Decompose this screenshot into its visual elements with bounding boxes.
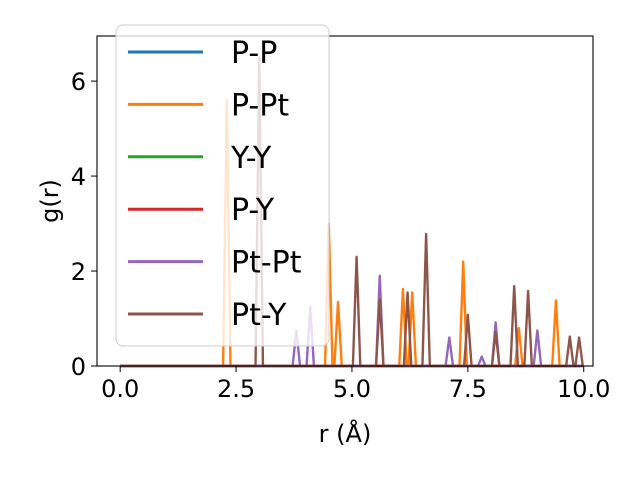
x-tick-label: 10.0	[557, 375, 610, 403]
legend-label-pt-pt: Pt-Pt	[231, 246, 302, 281]
series-line-pt-y	[120, 56, 584, 368]
axes-frame	[96, 35, 594, 367]
legend-label-p-y: P-Y	[231, 193, 275, 228]
legend-label-pt-y: Pt-Y	[231, 298, 287, 333]
legend-box	[115, 24, 330, 347]
y-tick-label: 4	[71, 163, 86, 191]
y-axis: 0 2 4 6	[71, 68, 97, 381]
y-tick-label: 2	[71, 258, 86, 286]
x-axis: 0.0 2.5 5.0 7.5 10.0	[101, 366, 610, 403]
y-tick-label: 0	[71, 353, 86, 381]
x-tick-label: 7.5	[449, 375, 487, 403]
legend-label-p-pt: P-Pt	[231, 88, 289, 123]
x-tick-label: 5.0	[333, 375, 371, 403]
legend-label-p-p: P-P	[231, 36, 277, 71]
legend-label-y-y: Y-Y	[230, 141, 272, 176]
legend: P-P P-Pt Y-Y P-Y Pt-Pt Pt-Y	[115, 24, 330, 347]
x-axis-label: r (Å)	[319, 419, 372, 448]
x-tick-label: 0.0	[101, 375, 139, 403]
x-tick-label: 2.5	[217, 375, 255, 403]
y-tick-label: 6	[71, 68, 86, 96]
y-axis-label: g(r)	[36, 179, 64, 223]
